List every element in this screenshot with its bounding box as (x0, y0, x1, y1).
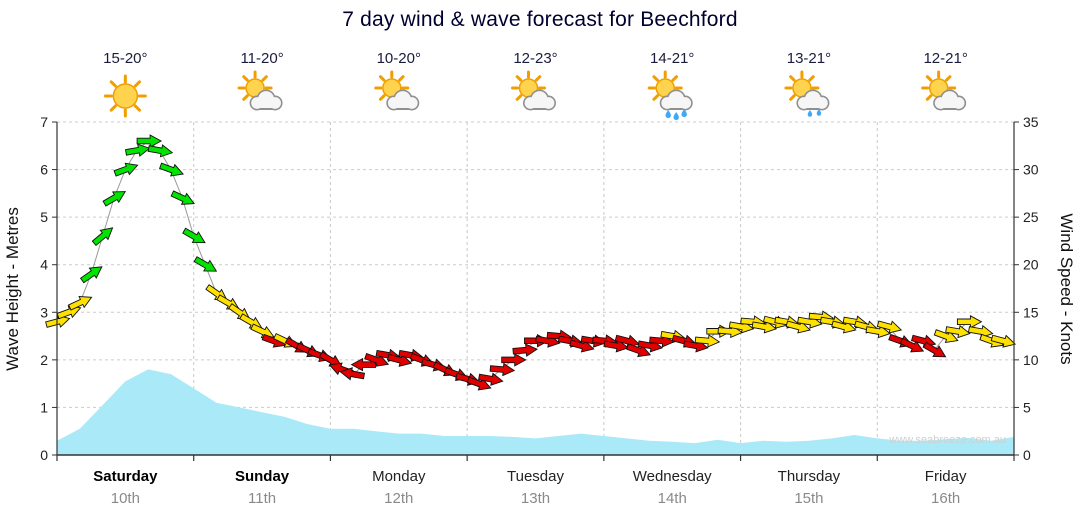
wind-arrow (182, 227, 206, 244)
right-axis-title: Wind Speed - Knots (1057, 213, 1076, 364)
day-name: Thursday (778, 468, 841, 485)
wind-arrow (501, 353, 527, 367)
wind-arrow (922, 341, 947, 358)
wind-arrow (603, 339, 630, 353)
wind-arrow (193, 256, 218, 272)
wind-arrow (91, 227, 114, 247)
wind-arrow (626, 343, 652, 358)
right-axis-tick-label: 15 (1023, 304, 1039, 320)
wind-arrow (956, 315, 983, 329)
left-axis-tick-label: 6 (40, 162, 48, 178)
wind-arrow (45, 314, 71, 328)
left-axis-tick-label: 0 (40, 447, 48, 463)
day-name: Monday (372, 468, 426, 485)
wind-arrow (569, 339, 595, 353)
wind-arrow (478, 372, 504, 386)
right-axis-tick-label: 20 (1023, 257, 1039, 273)
wind-arrow (113, 162, 139, 177)
day-temp-range: 13-21° (787, 50, 831, 67)
wind-arrow (967, 324, 994, 339)
day-name: Saturday (93, 468, 158, 485)
day-name: Friday (925, 468, 967, 485)
sun-cloud-icon (374, 70, 420, 111)
wind-arrow (512, 343, 538, 357)
day-name: Wednesday (633, 468, 712, 485)
wind-arrow (785, 320, 811, 334)
day-headers: 15-20° 11-20° 10-20° 12-23° 14-21° 13-21° 12-2… (103, 50, 968, 121)
left-axis-title: Wave Height - Metres (3, 207, 22, 371)
right-axis-tick-label: 0 (1023, 447, 1031, 463)
left-axis-tick-label: 7 (40, 114, 48, 130)
wind-arrow (990, 334, 1017, 348)
wind-arrow (56, 305, 82, 320)
day-name: Sunday (235, 468, 290, 485)
wind-arrow (159, 162, 184, 177)
day-temp-range: 15-20° (103, 50, 147, 67)
wind-arrow (466, 376, 492, 391)
wind-arrow (68, 296, 93, 311)
wind-arrow (79, 266, 103, 284)
wind-arrow (489, 362, 516, 377)
wind-arrow (865, 324, 892, 339)
day-date: 11th (248, 490, 276, 507)
day-date: 16th (931, 490, 960, 507)
left-axis-tick-label: 4 (40, 257, 48, 273)
day-name: Tuesday (507, 468, 564, 485)
day-date: 13th (521, 490, 550, 507)
wind-arrow (933, 329, 959, 343)
wind-arrows (45, 134, 1017, 391)
day-labels: Saturday 10th Sunday 11th Monday 12th Tuesday 1… (93, 468, 967, 507)
sun-cloud-icon (921, 70, 967, 111)
wind-arrow (876, 320, 903, 334)
day-date: 10th (111, 490, 140, 507)
day-temp-range: 12-23° (513, 50, 557, 67)
sunny-icon (103, 74, 147, 118)
sun-cloud-showers-icon (647, 70, 693, 121)
left-axis-tick-label: 3 (40, 304, 48, 320)
day-date: 15th (794, 490, 823, 507)
wind-arrow (170, 190, 195, 205)
day-temp-range: 10-20° (377, 50, 421, 67)
right-axis-tick-label: 10 (1023, 352, 1039, 368)
wind-arrow (364, 352, 390, 367)
wind-arrow (136, 134, 163, 148)
page-title: 7 day wind & wave forecast for Beechford (342, 8, 738, 31)
wind-arrow (386, 353, 413, 367)
day-temp-range: 14-21° (650, 50, 694, 67)
day-temp-range: 11-20° (240, 50, 283, 67)
wave-height-area (57, 369, 1014, 455)
right-axis-tick-label: 5 (1023, 399, 1031, 415)
right-axis-tick-label: 35 (1023, 114, 1039, 130)
left-axis-tick-label: 5 (40, 209, 48, 225)
day-temp-range: 12-21° (923, 50, 967, 67)
day-date: 14th (658, 490, 687, 507)
wind-arrow (694, 334, 721, 348)
sun-cloud-drizzle-icon (784, 70, 830, 117)
wind-arrow (831, 320, 857, 334)
wind-arrow (147, 144, 174, 158)
wind-arrow (102, 191, 127, 207)
watermark: www.seabreeze.com.au (888, 434, 1006, 446)
day-date: 12th (384, 490, 413, 507)
wind-arrow (751, 320, 778, 334)
wind-arrow (339, 367, 366, 381)
sun-cloud-icon (237, 70, 283, 111)
right-axis-tick-label: 30 (1023, 162, 1039, 178)
left-axis-tick-label: 2 (40, 352, 48, 368)
right-axis-tick-label: 25 (1023, 209, 1039, 225)
wind-arrow (899, 337, 925, 353)
wind-arrow (124, 143, 151, 157)
left-axis-tick-label: 1 (40, 399, 48, 415)
sun-cloud-icon (511, 70, 556, 111)
axes: 0 1 2 3 4 5 6 7 0 5 10 15 20 25 30 35 (40, 114, 1039, 463)
wind-arrow (945, 324, 971, 339)
